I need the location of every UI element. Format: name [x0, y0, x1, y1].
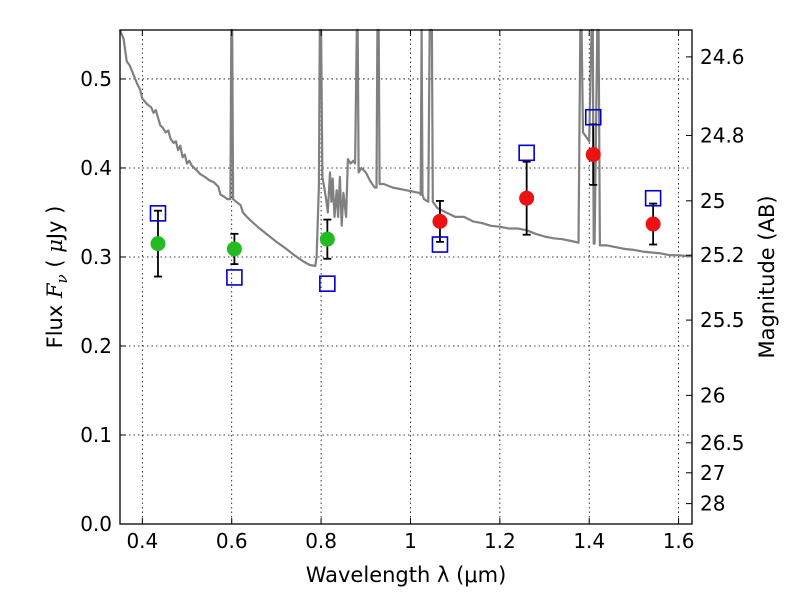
model-flux-square — [518, 144, 535, 162]
model-flux-square — [319, 275, 336, 292]
y2-axis-label: Magnitude (AB) — [755, 195, 779, 358]
model-flux-square — [431, 236, 449, 253]
y-axis-ticks: 0.0 0.1 0.2 0.3 0.4 0.5 — [80, 67, 126, 536]
y2-tick-label: 25.2 — [700, 243, 745, 267]
observed-flux-point — [519, 190, 535, 206]
y2-tick-label: 28 — [700, 492, 725, 516]
y2-tick-label: 24.8 — [700, 123, 745, 147]
y2-tick-label: 26 — [700, 383, 725, 407]
y-tick-label: 0.1 — [80, 423, 112, 447]
y-tick-label: 0.4 — [80, 156, 112, 180]
y2-tick-label: 25 — [700, 189, 725, 213]
x-axis-label: Wavelength λ (μm) — [306, 563, 507, 587]
observed-flux-point — [585, 147, 601, 163]
observed-flux-point — [319, 231, 335, 247]
model-flux-square — [149, 205, 167, 222]
y-axis-label-part: ( — [43, 253, 67, 275]
y2-axis-ticks: 24.6 24.8 25 25.2 25.5 26 26.5 27 28 — [686, 45, 745, 516]
y2-tick-label: 26.5 — [700, 431, 745, 455]
y-axis-label-part: Jy ) — [43, 206, 67, 242]
model-flux-layer — [149, 108, 662, 292]
y-tick-label: 0.0 — [80, 512, 112, 536]
model-flux-square — [226, 269, 243, 286]
model-flux-square — [584, 108, 602, 126]
x-tick-label: 0.6 — [216, 529, 248, 553]
plot-background — [120, 30, 692, 524]
x-tick-label: 0.8 — [305, 529, 337, 553]
y-axis-label-subscript: ν — [53, 274, 71, 283]
y-tick-label: 0.5 — [80, 67, 112, 91]
observed-flux-point — [645, 216, 661, 232]
y-axis-label-mu: μ — [43, 239, 67, 253]
y2-tick-label: 25.5 — [700, 308, 745, 332]
y-tick-label: 0.2 — [80, 334, 112, 358]
observed-flux-point — [432, 213, 448, 229]
y-axis-label-part: Flux — [43, 298, 67, 348]
model-flux-square — [644, 189, 662, 207]
y-axis-label: Flux Fν ( μJy ) — [43, 206, 71, 349]
model-spectrum-layer — [118, 28, 692, 267]
x-tick-label: 1 — [404, 529, 417, 553]
x-tick-label: 1.2 — [484, 529, 516, 553]
x-tick-label: 0.4 — [126, 529, 158, 553]
model-spectrum-line — [118, 28, 692, 267]
y-tick-label: 0.3 — [80, 245, 112, 269]
observed-flux-point — [150, 236, 166, 252]
plot-frame — [119, 29, 693, 525]
y2-tick-label: 24.6 — [700, 45, 745, 69]
y2-tick-label: 27 — [700, 461, 725, 485]
observed-flux-point — [226, 241, 242, 257]
y-axis-label-symbol: F — [43, 282, 67, 299]
x-tick-label: 1.4 — [573, 529, 605, 553]
observed-flux-layer — [150, 147, 661, 257]
x-tick-label: 1.6 — [663, 529, 695, 553]
x-axis-ticks: 0.4 0.6 0.8 1 1.2 1.4 1.6 — [126, 30, 695, 553]
